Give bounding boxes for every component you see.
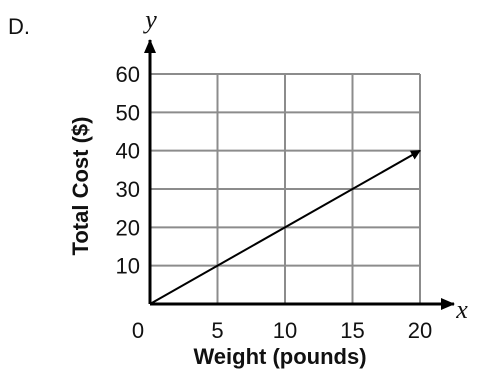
y-tick-label-40: 40 [116, 139, 140, 164]
x-tick-label-20: 20 [408, 318, 432, 343]
y-axis-variable: y [142, 5, 157, 34]
axes [144, 39, 455, 310]
y-tick-label-60: 60 [116, 62, 140, 87]
option-label: D. [8, 14, 30, 39]
y-tick-label-50: 50 [116, 100, 140, 125]
x-axis-title: Weight (pounds) [193, 344, 366, 369]
y-tick-label-20: 20 [116, 215, 140, 240]
x-tick-label-10: 10 [273, 318, 297, 343]
y-tick-label-30: 30 [116, 177, 140, 202]
series-line-0 [149, 149, 421, 305]
y-axis-title: Total Cost ($) [68, 117, 93, 256]
origin-label: 0 [132, 318, 144, 343]
x-axis-variable: x [455, 295, 468, 324]
x-tick-label-5: 5 [211, 318, 223, 343]
grid [150, 73, 421, 304]
tick-labels: 5 10 15 20 10 20 30 40 50 60 [116, 62, 433, 343]
series [149, 149, 421, 305]
y-tick-label-10: 10 [116, 254, 140, 279]
x-tick-label-15: 15 [340, 318, 364, 343]
